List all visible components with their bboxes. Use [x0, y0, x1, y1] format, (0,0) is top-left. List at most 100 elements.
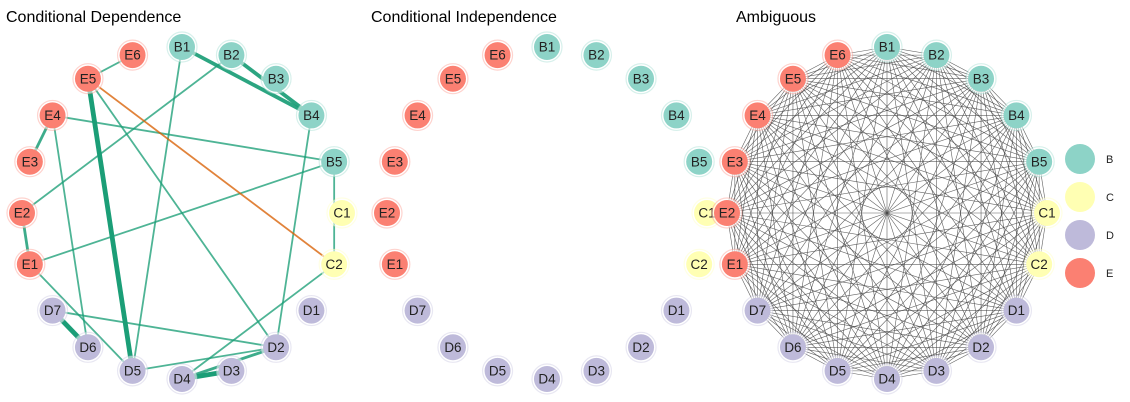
node-label: C2 — [326, 257, 343, 272]
node-label: D5 — [829, 363, 846, 378]
node-label: D4 — [173, 372, 191, 387]
node-label: E3 — [387, 154, 404, 169]
edge-E5-D5 — [85, 76, 135, 374]
node-label: E5 — [785, 71, 802, 86]
node-D3: D3 — [215, 355, 248, 387]
node-label: E6 — [124, 48, 141, 63]
node-circle — [9, 200, 35, 226]
node-D2: D2 — [260, 331, 292, 363]
edge-E1-E5 — [734, 78, 794, 265]
node-D6: D6 — [777, 331, 809, 363]
node-label: D7 — [44, 303, 61, 318]
node-label: D3 — [928, 363, 945, 378]
node-label: D1 — [668, 303, 685, 318]
group-legend: B C D E — [1065, 144, 1114, 288]
edge-B2-E1 — [734, 54, 937, 265]
node-label: D2 — [632, 340, 649, 355]
legend-item-D: D — [1065, 220, 1114, 250]
node-label: C2 — [691, 257, 708, 272]
node-circle — [663, 297, 690, 324]
node-D2: D2 — [625, 331, 657, 363]
node-circle — [714, 200, 740, 226]
node-B4: B4 — [660, 99, 693, 132]
node-D7: D7 — [741, 294, 774, 327]
node-D6: D6 — [437, 331, 469, 363]
edge-D6-E4 — [757, 115, 794, 348]
node-label: E4 — [409, 108, 426, 123]
node-B5: B5 — [683, 146, 715, 178]
node-label: B5 — [326, 154, 343, 169]
edge-D2-D5 — [837, 347, 982, 372]
node-D4: D4 — [531, 363, 563, 395]
legend-swatch — [1065, 258, 1095, 288]
node-D5: D5 — [481, 355, 514, 387]
node-label: D7 — [749, 303, 766, 318]
node-label: D6 — [444, 340, 461, 355]
edge-D6-E6 — [792, 55, 838, 348]
node-E6: E6 — [821, 39, 854, 71]
edge-B2-E3 — [734, 54, 937, 162]
edge-B3-E6 — [837, 54, 982, 79]
edge-B4-E5 — [792, 78, 1017, 116]
node-D1: D1 — [660, 294, 693, 327]
edge-D7-D2 — [51, 309, 277, 349]
edge-B3-D5 — [837, 78, 982, 372]
edge-D2-E1 — [734, 264, 982, 348]
node-circle — [484, 42, 511, 69]
node-D7: D7 — [36, 294, 69, 327]
edge-B1-B4 — [886, 46, 1017, 116]
node-label: E5 — [445, 71, 462, 86]
node-circle — [321, 148, 348, 175]
edge-B5-E4 — [51, 114, 336, 163]
node-E5: E5 — [72, 63, 104, 95]
edge-B5-E6 — [837, 54, 1040, 162]
edge-D1-E1 — [734, 264, 1017, 311]
node-E3: E3 — [14, 146, 46, 178]
node-circle — [663, 102, 690, 129]
edge-B1-E2 — [726, 46, 888, 214]
edge-B4-D4 — [886, 115, 1017, 380]
node-circle — [744, 297, 771, 324]
node-circle — [583, 357, 610, 384]
node-circle — [263, 334, 290, 361]
node-label: D5 — [124, 363, 141, 378]
node-circle — [404, 297, 431, 324]
node-circle — [534, 34, 560, 60]
edge-E3-E6 — [734, 54, 838, 162]
node-E3: E3 — [379, 146, 411, 178]
panel-title-conditional-dependence: Conditional Dependence — [6, 9, 181, 26]
node-label: D3 — [588, 363, 605, 378]
node-label: B2 — [928, 48, 945, 63]
edge-C2-D4 — [181, 263, 336, 380]
node-label: E3 — [727, 154, 744, 169]
legend-label: D — [1106, 230, 1114, 242]
edge-B5-D7 — [757, 161, 1040, 311]
legend-label: B — [1106, 154, 1113, 166]
node-circle — [686, 148, 713, 175]
node-label: C2 — [1031, 257, 1048, 272]
node-E4: E4 — [741, 99, 774, 132]
node-label: C1 — [1038, 206, 1055, 221]
legend-swatch — [1065, 220, 1095, 250]
edge-B5-E5 — [792, 78, 1040, 162]
edge-D4-E6 — [837, 55, 888, 380]
edge-C2-E4 — [757, 115, 1040, 265]
edge-B5-E4 — [757, 115, 1040, 162]
node-label: C1 — [698, 206, 715, 221]
node-circle — [779, 334, 806, 361]
edge-B2-B5 — [936, 54, 1040, 162]
edge-C1-E6 — [837, 54, 1048, 214]
edge-D7-E5 — [757, 78, 794, 311]
node-circle — [824, 357, 851, 384]
node-circle — [74, 65, 101, 92]
node-D1: D1 — [1000, 294, 1033, 327]
node-circle — [263, 65, 290, 92]
node-E4: E4 — [401, 99, 434, 132]
edge-D5-E5 — [792, 78, 838, 371]
edge-C2-D5 — [837, 264, 1040, 372]
node-circle — [74, 334, 101, 361]
edge-D4-E4 — [757, 115, 888, 380]
node-B3: B3 — [625, 63, 657, 95]
node-circle — [628, 334, 655, 361]
edge-D3-D6 — [792, 347, 937, 372]
